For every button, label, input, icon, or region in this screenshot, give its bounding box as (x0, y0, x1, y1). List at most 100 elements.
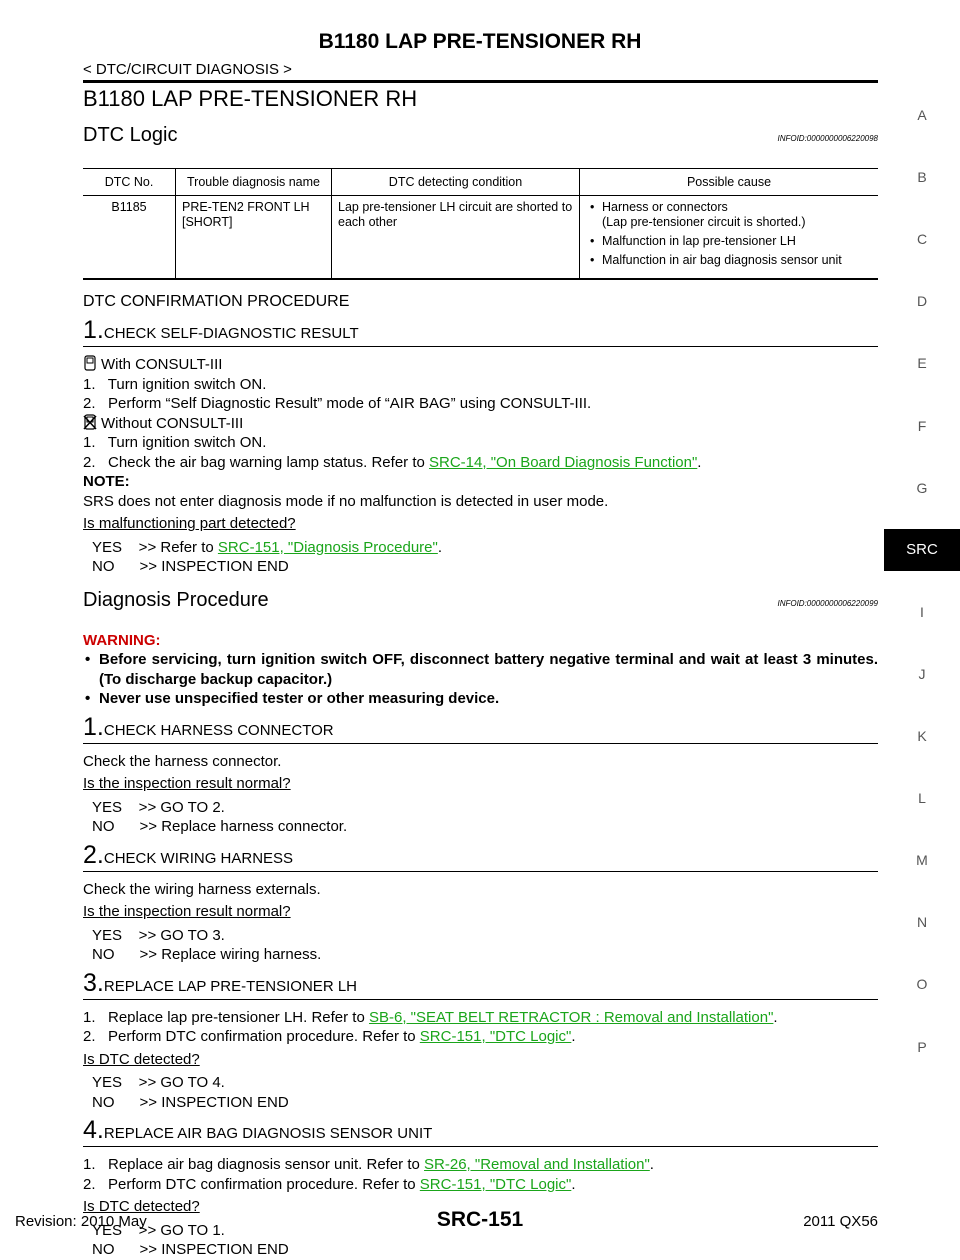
mode-icon (83, 413, 97, 430)
step-title: CHECK SELF-DIAGNOSTIC RESULT (103, 325, 359, 342)
side-tab: P (917, 1038, 927, 1055)
text-line: NO >> INSPECTION END (83, 1240, 878, 1260)
content: B1180 LAP PRE-TENSIONER RH DTC Logic INFOI… (83, 86, 878, 1260)
info-id: INFOID:0000000006220099 (777, 598, 878, 608)
warning-list: Before servicing, turn ignition switch O… (83, 650, 878, 709)
text-line: Check the wiring harness externals. (83, 880, 878, 900)
side-tab: G (916, 479, 928, 496)
section-heading: Diagnosis Procedure INFOID:00000000062200… (83, 587, 878, 613)
step-heading: 4. REPLACE AIR BAG DIAGNOSIS SENSOR UNIT (83, 1116, 878, 1147)
text-line: YES >> Refer to SRC-151, "Diagnosis Proc… (83, 538, 878, 558)
header-title: B1180 LAP PRE-TENSIONER RH (318, 30, 642, 53)
side-tab: O (916, 976, 928, 993)
step-heading: 1. CHECK HARNESS CONNECTOR (83, 713, 878, 744)
step-number: 4. (83, 1116, 104, 1144)
line-text: Is DTC detected? (83, 1050, 200, 1068)
line-text: YES >> GO TO 1. (92, 1221, 225, 1239)
line-text: NO >> INSPECTION END (92, 558, 289, 575)
side-tab: D (916, 293, 928, 310)
cause-list: Harness or connectors (Lap pre-tensioner… (586, 200, 872, 268)
step-title: REPLACE LAP PRE-TENSIONER LH (103, 977, 357, 995)
text-line: YES >> GO TO 1. (83, 1221, 878, 1241)
text-line: 1. Replace air bag diagnosis sensor unit… (83, 1155, 878, 1175)
reference-link[interactable]: SRC-151, "Diagnosis Procedure" (217, 538, 438, 556)
dtc-table: DTC No. Trouble diagnosis name DTC detecti… (83, 168, 878, 280)
possible-cause: Harness or connectors (Lap pre-tensioner… (579, 195, 878, 280)
line-text: Is the inspection result normal? (83, 775, 291, 792)
side-tab: B (917, 169, 927, 186)
line-text: Is DTC detected? (83, 1198, 200, 1215)
side-tab: K (917, 728, 927, 744)
column-header: Possible cause (579, 168, 878, 196)
reference-link[interactable]: SRC-151, "DTC Logic" (419, 1028, 572, 1045)
side-tab: A (917, 107, 927, 123)
reference-link[interactable]: SB-6, "SEAT BELT RETRACTOR : Removal and… (368, 1008, 774, 1026)
line-text: Is the inspection result normal? (83, 903, 291, 920)
table-header: DTC No. Trouble diagnosis name DTC detecti… (83, 168, 878, 196)
line-text: . (697, 453, 702, 471)
line-text: Is malfunctioning part detected? (83, 515, 296, 532)
step-heading: 2. CHECK WIRING HARNESS (83, 841, 878, 872)
line-text: 1. Replace air bag diagnosis sensor unit… (83, 1156, 425, 1173)
step-heading: 3. REPLACE LAP PRE-TENSIONER LH (83, 969, 878, 1000)
line-text: NOTE: (83, 473, 130, 490)
reference-link[interactable]: SRC-14, "On Board Diagnosis Function" (429, 453, 698, 471)
line-text: . (437, 538, 442, 556)
warning-label: WARNING: (83, 631, 161, 649)
text-line: Without CONSULT-III (83, 413, 878, 434)
section-title: Diagnosis Procedure (83, 588, 269, 611)
text-line: 2. Perform “Self Diagnostic Result” mode… (83, 394, 878, 414)
info-id: INFOID:0000000006220098 (777, 134, 878, 143)
text-line: SRS does not enter diagnosis mode if no … (83, 492, 878, 512)
text-line: 2. Perform DTC confirmation procedure. R… (83, 1175, 878, 1195)
header-rule (83, 80, 878, 83)
step-body: Check the harness connector. Is the inspe… (83, 752, 878, 837)
section-title: DTC Logic (83, 124, 178, 146)
text-line: YES >> GO TO 3. (83, 926, 878, 946)
step-body: 1. Replace lap pre-tensioner LH. Refer t… (83, 1008, 878, 1113)
side-tab: F (917, 417, 927, 434)
breadcrumb: < DTC/CIRCUIT DIAGNOSIS > (83, 61, 292, 78)
reference-link[interactable]: SR-26, "Removal and Installation" (424, 1156, 650, 1173)
step-number: 1. (83, 712, 104, 741)
dtc-no: B1185 (83, 195, 176, 280)
text-line: NO >> Replace wiring harness. (83, 945, 878, 965)
text-line: Is DTC detected? (83, 1197, 878, 1217)
line-text: YES >> GO TO 4. (92, 1074, 225, 1091)
step-title: CHECK HARNESS CONNECTOR (103, 721, 334, 739)
page-number: SRC-151 (436, 1208, 524, 1231)
line-text: 2. Perform DTC confirmation procedure. R… (83, 1028, 420, 1045)
revision: Revision: 2010 May (15, 1213, 147, 1230)
text-line: Check the harness connector. (83, 752, 878, 772)
line-text: . (773, 1008, 778, 1026)
line-text: YES >> Refer to (92, 538, 218, 556)
line-text: YES >> GO TO 2. (92, 798, 225, 816)
side-tab: E (917, 355, 927, 372)
reference-link[interactable]: SRC-151, "DTC Logic" (419, 1175, 572, 1193)
page-heading: B1180 LAP PRE-TENSIONER RH (83, 86, 418, 111)
column-header: DTC detecting condition (331, 168, 580, 196)
model: 2011 QX56 (803, 1213, 878, 1230)
text-line: 2. Perform DTC confirmation procedure. R… (83, 1027, 878, 1047)
text-line: 1. Turn ignition switch ON. (83, 375, 878, 395)
step-title: REPLACE AIR BAG DIAGNOSIS SENSOR UNIT (103, 1125, 433, 1142)
detecting-condition: Lap pre-tensioner LH circuit are shorted… (331, 195, 580, 280)
line-text: YES >> GO TO 3. (92, 926, 225, 944)
line-text: 2. Perform “Self Diagnostic Result” mode… (83, 395, 592, 412)
text-line: 1. Turn ignition switch ON. (83, 433, 878, 453)
line-text: Without CONSULT-III (101, 414, 244, 432)
warning: Before servicing, turn ignition switch O… (83, 650, 878, 689)
step-body: With CONSULT-III 1. Turn ignition switch … (83, 355, 878, 577)
side-tab: I (920, 603, 924, 620)
procedure-heading: DTC CONFIRMATION PROCEDURE (83, 293, 350, 310)
side-tab: J (918, 665, 926, 682)
warning: Never use unspecified tester or other me… (83, 689, 878, 709)
cause: Malfunction in air bag diagnosis sensor … (586, 253, 872, 268)
line-text: SRS does not enter diagnosis mode if no … (83, 492, 609, 510)
line-text: With CONSULT-III (101, 356, 223, 373)
side-tab: M (916, 852, 928, 869)
step-number: 1. (83, 316, 104, 344)
line-text: . (649, 1156, 654, 1173)
side-tab: L (918, 790, 926, 807)
